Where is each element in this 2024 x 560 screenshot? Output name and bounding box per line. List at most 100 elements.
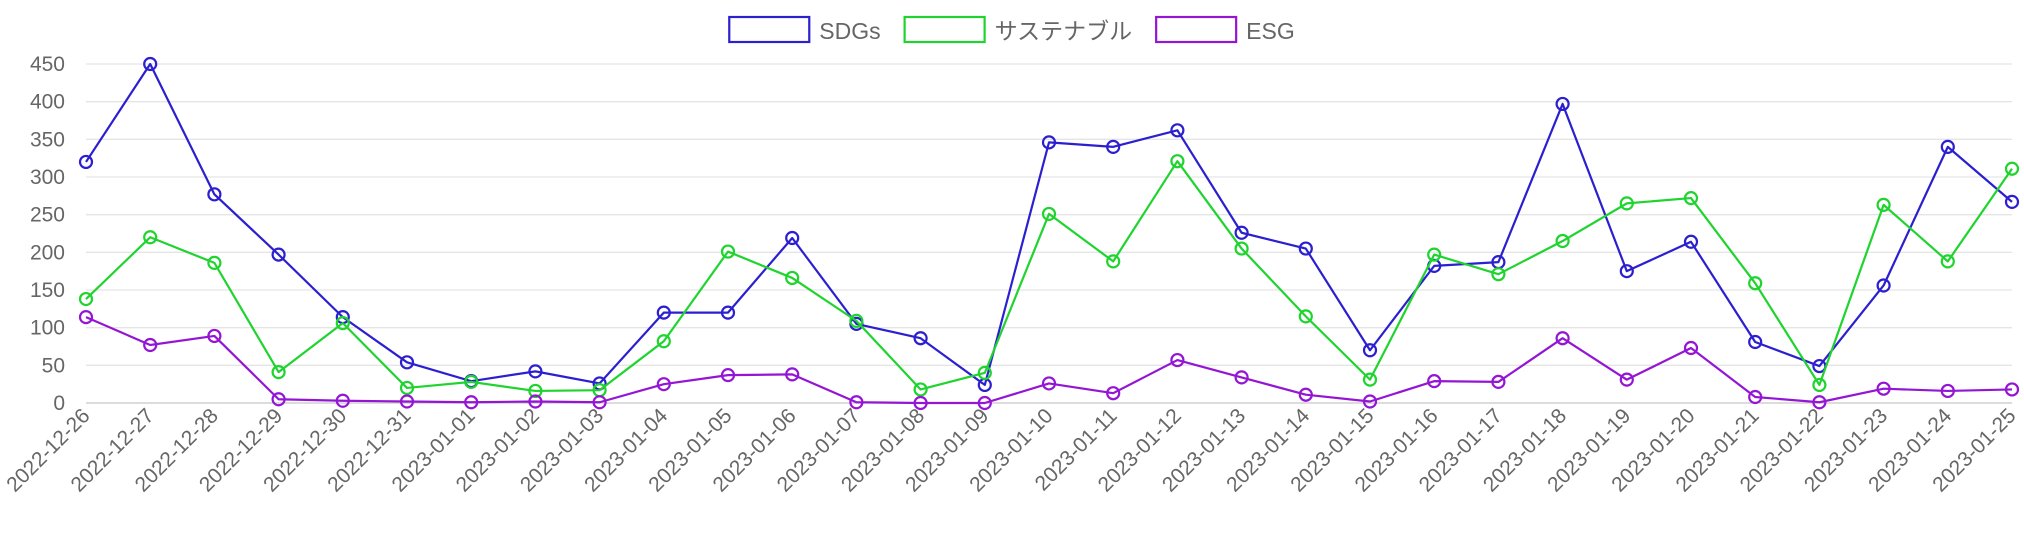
data-point <box>849 313 864 328</box>
data-point <box>143 56 158 72</box>
data-point <box>785 367 800 382</box>
data-point <box>2004 382 2020 397</box>
data-point <box>2004 161 2020 176</box>
data-point <box>1555 331 1570 346</box>
y-grid <box>86 63 2012 404</box>
x-axis-ticks: 2022-12-262022-12-272022-12-282022-12-29… <box>2 404 2020 496</box>
legend-swatch <box>1155 15 1238 44</box>
data-point <box>1362 394 1378 409</box>
y-tick-label: 450 <box>30 53 65 76</box>
data-point <box>1619 196 1634 211</box>
series <box>78 56 2020 393</box>
data-point <box>143 337 158 353</box>
data-point <box>1041 376 1057 391</box>
legend-item[interactable]: サステナブル <box>903 15 1133 44</box>
data-point <box>1298 309 1313 324</box>
data-point <box>1491 374 1506 390</box>
y-tick-label: 200 <box>30 241 65 264</box>
legend-item[interactable]: SDGs <box>728 15 881 44</box>
y-tick-label: 100 <box>30 317 65 340</box>
data-point <box>1234 370 1249 385</box>
data-point <box>399 380 415 396</box>
data-point <box>720 368 736 383</box>
data-point <box>1362 343 1378 358</box>
legend-label: サステナブル <box>995 18 1133 44</box>
data-point <box>464 374 479 390</box>
data-point <box>913 331 928 346</box>
data-point <box>1041 206 1057 222</box>
data-point <box>1106 139 1121 154</box>
data-point <box>271 392 286 407</box>
data-point <box>1876 278 1891 293</box>
data-point <box>1234 241 1249 256</box>
data-point <box>1106 254 1121 269</box>
data-point <box>399 394 415 409</box>
data-point <box>207 187 222 202</box>
data-point <box>464 395 479 410</box>
series-line <box>85 160 2013 393</box>
data-point <box>335 393 350 408</box>
data-point <box>528 364 543 379</box>
data-point <box>1876 197 1891 212</box>
data-point <box>913 382 928 397</box>
data-point <box>1106 386 1121 401</box>
data-point <box>1427 374 1442 389</box>
data-point <box>2004 194 2020 209</box>
y-tick-label: 50 <box>42 354 65 377</box>
data-point <box>656 305 671 320</box>
data-point <box>1170 123 1185 138</box>
data-point <box>528 394 543 409</box>
legend-label: ESG <box>1246 18 1295 44</box>
data-point <box>1427 247 1442 262</box>
data-point <box>271 365 286 380</box>
legend-label: SDGs <box>819 18 880 44</box>
data-point <box>335 316 350 331</box>
data-point <box>592 395 607 410</box>
data-point <box>1748 334 1763 350</box>
y-tick-label: 0 <box>53 392 65 415</box>
data-point <box>1555 233 1570 249</box>
data-point <box>1940 254 1955 269</box>
y-tick-label: 400 <box>30 91 65 114</box>
data-point <box>78 291 94 307</box>
data-point <box>1683 234 1699 249</box>
data-point <box>785 230 800 246</box>
data-point <box>1491 267 1506 282</box>
data-point <box>1619 372 1634 387</box>
data-point <box>785 270 800 286</box>
data-point <box>656 334 671 349</box>
legend-item[interactable]: ESG <box>1155 15 1295 44</box>
data-point <box>977 365 992 380</box>
data-point <box>1812 377 1827 393</box>
data-point <box>271 247 286 262</box>
data-point <box>1812 395 1827 410</box>
data-point <box>1555 96 1570 112</box>
series <box>78 154 2020 399</box>
data-point <box>207 328 222 344</box>
y-axis-ticks: 0 50 100 150 200 250 300 350 400 450 <box>30 53 65 415</box>
data-point <box>913 395 928 411</box>
data-point <box>720 305 736 320</box>
data-point <box>1362 372 1378 387</box>
y-tick-label: 250 <box>30 204 65 227</box>
data-point <box>1683 190 1699 206</box>
series-group <box>78 56 2020 411</box>
data-point <box>977 395 992 411</box>
data-point <box>78 154 94 170</box>
legend-swatch <box>728 15 811 44</box>
data-point <box>656 377 671 392</box>
series-line <box>85 316 2013 405</box>
series-line <box>85 62 2013 387</box>
y-tick-label: 350 <box>30 128 65 151</box>
data-point <box>1940 139 1955 154</box>
data-point <box>528 383 543 399</box>
legend-swatch <box>903 15 986 44</box>
data-point <box>849 395 864 410</box>
data-point <box>143 230 158 245</box>
data-point <box>1234 225 1249 240</box>
data-point <box>1619 264 1634 279</box>
series <box>78 310 2020 411</box>
y-tick-label: 150 <box>30 279 65 302</box>
data-point <box>1748 389 1763 405</box>
